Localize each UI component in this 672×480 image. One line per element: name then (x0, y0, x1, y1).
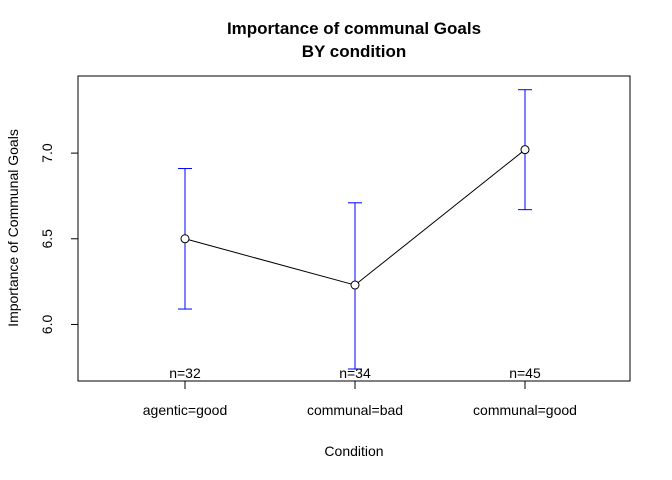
x-tick-label: agentic=good (143, 402, 227, 418)
sample-size-label: n=32 (169, 365, 201, 381)
y-tick-label: 6.5 (39, 229, 55, 249)
data-point (180, 234, 190, 244)
plot-frame (77, 75, 631, 382)
chart-subtitle: BY condition (302, 42, 407, 61)
y-tick-label: 6.0 (39, 315, 55, 335)
y-axis: 6.0 6.5 7.0 (39, 143, 79, 335)
x-tick-label: communal=good (473, 402, 577, 418)
series-line-segment (354, 149, 526, 286)
chart-title: Importance of communal Goals (227, 19, 481, 38)
y-axis-label: Importance of Communal Goals (5, 129, 21, 327)
n-labels-layer: n=32 n=34 n=45 (169, 365, 541, 381)
data-point (350, 280, 360, 290)
sample-size-label: n=45 (509, 365, 541, 381)
data-point (520, 145, 530, 155)
series-line-segment (184, 238, 356, 286)
series-layer (178, 89, 532, 370)
x-axis-label: Condition (324, 443, 383, 459)
sample-size-label: n=34 (339, 365, 371, 381)
y-tick-label: 7.0 (39, 143, 55, 163)
x-axis: agentic=good communal=bad communal=good (143, 381, 577, 418)
x-tick-label: communal=bad (307, 402, 403, 418)
